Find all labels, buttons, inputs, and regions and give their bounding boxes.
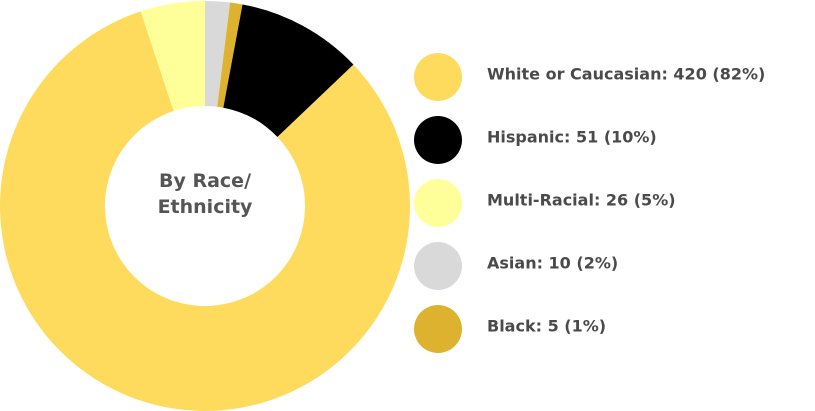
legend-label: Multi-Racial: 26 (5%) <box>487 191 676 210</box>
slice <box>205 1 231 107</box>
slice <box>217 2 243 108</box>
legend-swatch <box>414 179 462 227</box>
legend-swatch <box>414 305 462 353</box>
slice <box>140 1 205 112</box>
legend-swatch <box>414 116 462 164</box>
slice <box>223 4 354 138</box>
slice <box>0 11 410 411</box>
chart-title: By Race/ Ethnicity <box>157 170 253 218</box>
legend-label: Black: 5 (1%) <box>487 317 606 336</box>
legend-swatch <box>414 242 462 290</box>
legend-label: White or Caucasian: 420 (82%) <box>487 65 765 84</box>
legend-label: Hispanic: 51 (10%) <box>487 128 657 147</box>
legend-swatch <box>414 53 462 101</box>
legend-label: Asian: 10 (2%) <box>487 254 618 273</box>
